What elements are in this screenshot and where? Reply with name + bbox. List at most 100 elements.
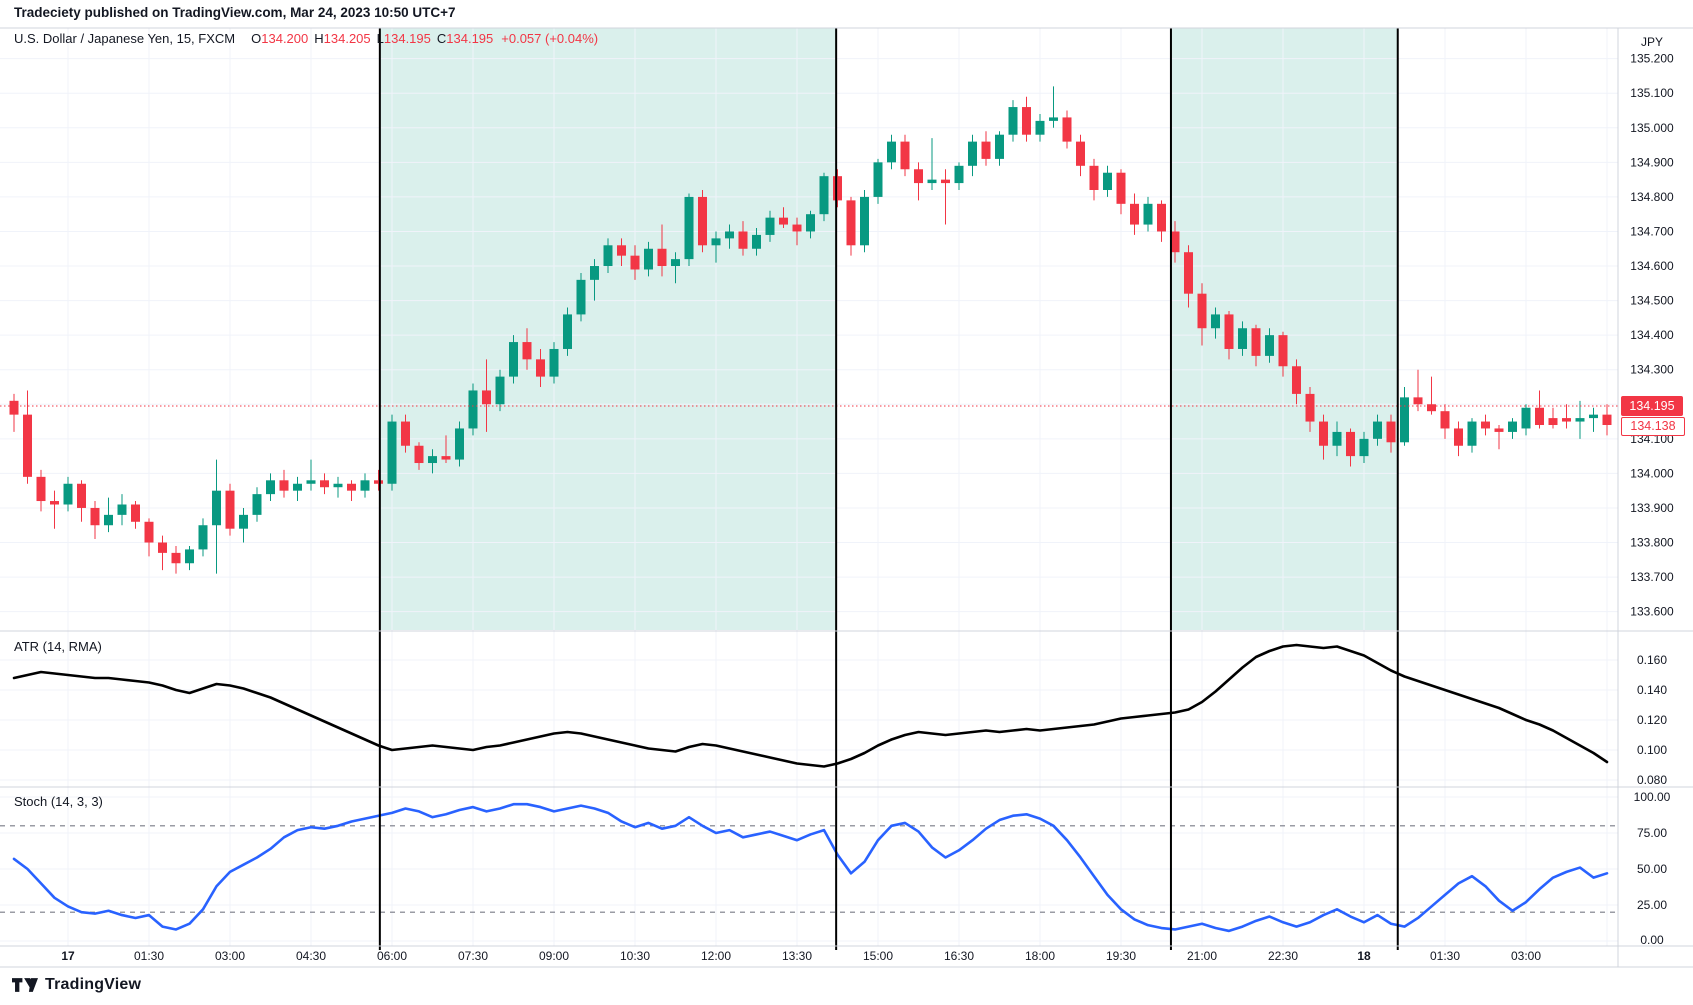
candle-body bbox=[860, 196, 869, 246]
candle-body bbox=[752, 234, 761, 249]
time-axis-label: 04:30 bbox=[296, 949, 326, 963]
candle-body bbox=[1400, 397, 1409, 443]
candle-body bbox=[995, 134, 1004, 159]
time-axis-label: 09:00 bbox=[539, 949, 569, 963]
candle-body bbox=[644, 248, 653, 270]
candle-body bbox=[171, 552, 181, 564]
candle-body bbox=[927, 179, 937, 184]
time-axis-label: 03:00 bbox=[1511, 949, 1541, 963]
candle-body bbox=[509, 342, 518, 377]
candle-body bbox=[671, 259, 680, 267]
time-axis-label: 01:30 bbox=[1430, 949, 1460, 963]
candle-body bbox=[1143, 203, 1153, 225]
stoch-line bbox=[12, 802, 1609, 933]
candle-body bbox=[954, 165, 964, 184]
stoch-axis-tick: 100.00 bbox=[1634, 790, 1671, 804]
candle-body bbox=[603, 245, 613, 267]
candle-body bbox=[887, 141, 896, 163]
candle-body bbox=[1359, 438, 1369, 457]
candle-body bbox=[239, 514, 248, 529]
candle-body bbox=[266, 480, 275, 495]
candle-body bbox=[1116, 172, 1126, 204]
candle-body bbox=[347, 483, 356, 491]
atr-axis-tick: 0.080 bbox=[1637, 773, 1667, 787]
candle-body bbox=[428, 456, 437, 464]
ohlc-high-label: H bbox=[314, 31, 324, 46]
atr-axis-tick: 0.100 bbox=[1637, 743, 1667, 757]
time-axis-label: 10:30 bbox=[620, 949, 650, 963]
price-axis-tick: 133.600 bbox=[1630, 605, 1674, 619]
price-axis-tick: 134.400 bbox=[1630, 328, 1674, 342]
price-axis-tick: 133.900 bbox=[1630, 501, 1674, 515]
candle-body bbox=[914, 169, 923, 184]
ohlc-low-value: 134.195 bbox=[383, 31, 431, 46]
candle-body bbox=[320, 480, 329, 488]
candle-body bbox=[1332, 431, 1342, 446]
candle-body bbox=[941, 179, 950, 184]
candle-body bbox=[387, 421, 397, 484]
price-axis-tick: 134.500 bbox=[1630, 294, 1674, 308]
candle-body bbox=[1076, 141, 1085, 166]
price-axis-tick: 133.700 bbox=[1630, 570, 1674, 584]
candle-body bbox=[252, 494, 262, 515]
time-axis-label: 16:30 bbox=[944, 949, 974, 963]
stoch-panel-label: Stoch (14, 3, 3) bbox=[14, 794, 103, 809]
candle-body bbox=[981, 141, 991, 159]
candle-body bbox=[1589, 414, 1598, 419]
candle-body bbox=[1265, 335, 1274, 356]
candle-body bbox=[77, 483, 86, 508]
candle-body bbox=[590, 266, 599, 280]
symbol-legend: U.S. Dollar / Japanese Yen, 15, FXCM O134… bbox=[14, 31, 598, 46]
time-axis-label: 21:00 bbox=[1187, 949, 1217, 963]
candle-body bbox=[131, 504, 140, 522]
candle-body bbox=[1008, 107, 1018, 135]
price-axis-tick: 133.800 bbox=[1630, 536, 1674, 550]
price-axis-tick: 134.300 bbox=[1630, 363, 1674, 377]
publish-header: Tradeciety published on TradingView.com,… bbox=[14, 5, 456, 20]
candle-body bbox=[1373, 421, 1382, 439]
time-axis-label: 06:00 bbox=[377, 949, 407, 963]
price-axis-tick: 135.000 bbox=[1630, 121, 1674, 135]
price-axis-tick: 134.800 bbox=[1630, 190, 1674, 204]
candle-body bbox=[1548, 418, 1558, 426]
candle-body bbox=[1062, 117, 1072, 142]
candle-body bbox=[1440, 411, 1450, 429]
highlight-zone bbox=[1170, 28, 1398, 630]
candle-body bbox=[1346, 431, 1355, 457]
symbol-title: U.S. Dollar / Japanese Yen, 15, FXCM bbox=[14, 31, 236, 46]
time-axis-label: 01:30 bbox=[134, 949, 164, 963]
candle-body bbox=[900, 141, 910, 170]
candle-body bbox=[1494, 428, 1504, 432]
candle-body bbox=[1170, 231, 1180, 253]
candle-body bbox=[1481, 421, 1490, 429]
candle-body bbox=[819, 176, 829, 215]
candle-body bbox=[1238, 328, 1247, 349]
candle-body bbox=[198, 525, 208, 550]
candle-body bbox=[9, 400, 19, 415]
stoch-axis-tick: 0.00 bbox=[1640, 933, 1664, 947]
candle-body bbox=[225, 490, 235, 529]
ohlc-close-label: C bbox=[436, 31, 447, 46]
ohlc-close-value: 134.195 bbox=[446, 31, 494, 46]
candle-body bbox=[212, 490, 221, 526]
candle-body bbox=[657, 248, 667, 267]
candle-body bbox=[1602, 414, 1612, 426]
price-axis-tick: 134.600 bbox=[1630, 259, 1674, 273]
atr-axis-tick: 0.120 bbox=[1637, 713, 1667, 727]
ohlc-low-label: L bbox=[376, 31, 384, 46]
candle-body bbox=[765, 217, 775, 235]
candle-body bbox=[90, 507, 100, 526]
candle-body bbox=[104, 514, 113, 526]
candle-body bbox=[1521, 407, 1531, 429]
candle-body bbox=[1454, 428, 1463, 446]
stoch-axis-tick: 75.00 bbox=[1637, 826, 1667, 840]
candle-body bbox=[738, 231, 748, 249]
candle-body bbox=[1089, 165, 1099, 190]
candle-body bbox=[1251, 328, 1261, 356]
candle-body bbox=[1278, 335, 1288, 367]
ohlc-open-value: 134.200 bbox=[261, 31, 309, 46]
candle-body bbox=[576, 279, 586, 315]
ohlc-high-value: 134.205 bbox=[323, 31, 371, 46]
atr-panel-label: ATR (14, RMA) bbox=[14, 639, 102, 654]
